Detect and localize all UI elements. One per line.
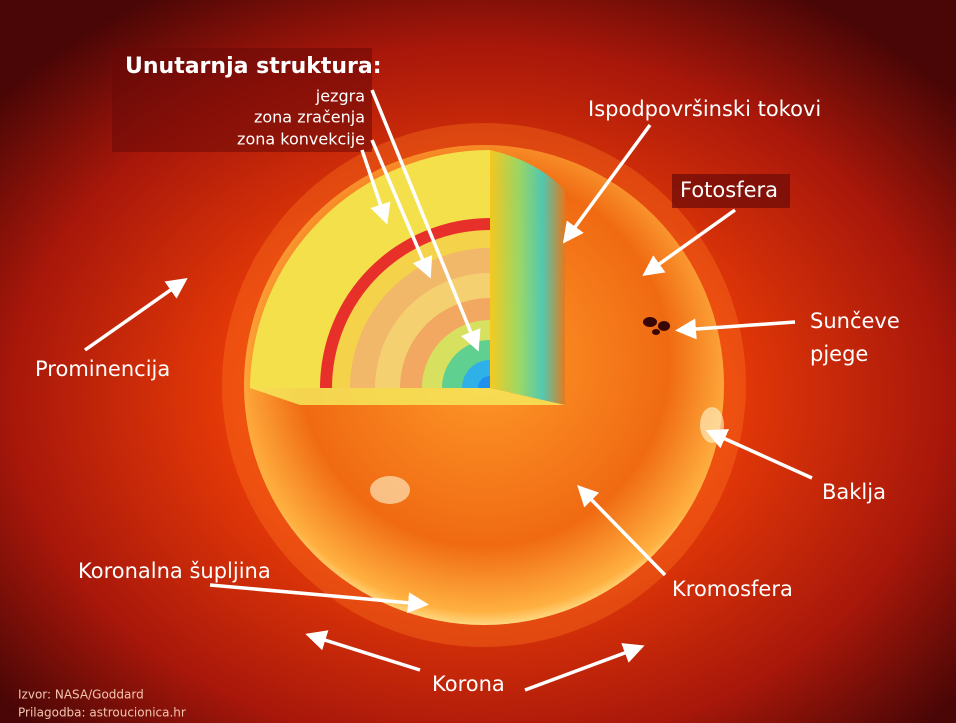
label: pjege <box>810 342 868 366</box>
label: Ispodpovršinski tokovi <box>588 97 821 121</box>
cutaway-side <box>490 150 565 405</box>
label: Koronalna šupljina <box>78 559 271 583</box>
title: Unutarnja struktura: <box>125 54 382 79</box>
credit: Izvor: NASA/Goddard <box>18 688 144 702</box>
bright-region <box>370 476 410 504</box>
sun-diagram: Unutarnja struktura: jezgra zona zračenj… <box>0 0 956 723</box>
layer-label: jezgra <box>315 87 365 106</box>
label: Kromosfera <box>672 577 793 601</box>
layer-label: zona konvekcije <box>237 130 365 149</box>
label: Baklja <box>822 480 886 504</box>
label: Korona <box>432 672 505 696</box>
label: Fotosfera <box>680 178 778 202</box>
layer-label: zona zračenja <box>254 108 365 127</box>
label: Prominencija <box>35 357 170 381</box>
credit: Prilagodba: astroucionica.hr <box>18 706 186 720</box>
label: Sunčeve <box>810 309 900 333</box>
